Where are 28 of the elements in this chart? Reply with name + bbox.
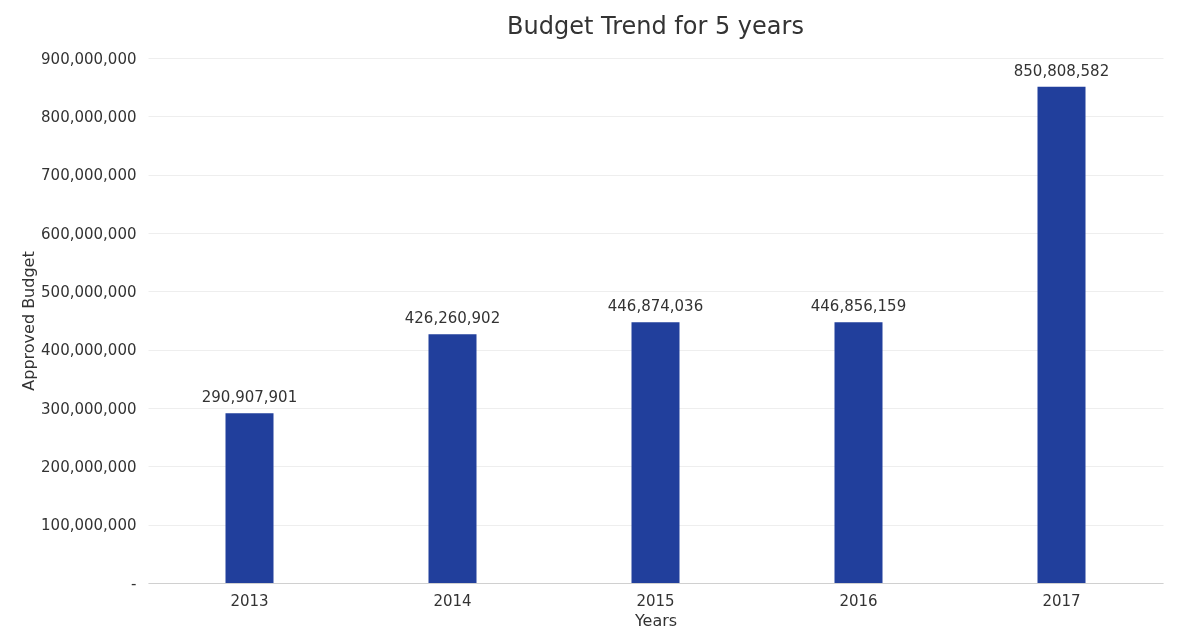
bar [631,322,680,583]
y-tick-label: 700,000,000 [41,166,137,185]
bar [225,413,274,583]
bar [834,322,883,583]
data-label: 290,907,901 [201,388,298,407]
chart-title: Budget Trend for 5 years [507,12,804,40]
x-tick-label: 2015 [636,591,675,610]
y-tick-label: 800,000,000 [41,107,137,126]
data-label: 850,808,582 [1013,61,1110,80]
y-tick-label: 500,000,000 [41,282,137,301]
bar [428,334,477,583]
x-axis-title: Years [633,610,678,630]
data-label: 446,856,159 [810,297,907,316]
y-tick-label: 300,000,000 [41,399,137,418]
x-tick-label: 2013 [230,591,269,610]
bar [1037,86,1086,583]
y-tick-label: 200,000,000 [41,457,137,476]
y-tick-label: 600,000,000 [41,224,137,243]
x-tick-label: 2014 [433,591,472,610]
y-tick-label: - [131,574,137,593]
x-tick-label: 2016 [839,591,878,610]
y-tick-label: 400,000,000 [41,341,137,360]
x-tick-label: 2017 [1042,591,1081,610]
data-label: 446,874,036 [607,297,704,316]
y-axis-title: Approved Budget [19,251,39,391]
data-label: 426,260,902 [404,309,501,328]
y-tick-label: 100,000,000 [41,516,137,535]
y-tick-label: 900,000,000 [41,49,137,68]
